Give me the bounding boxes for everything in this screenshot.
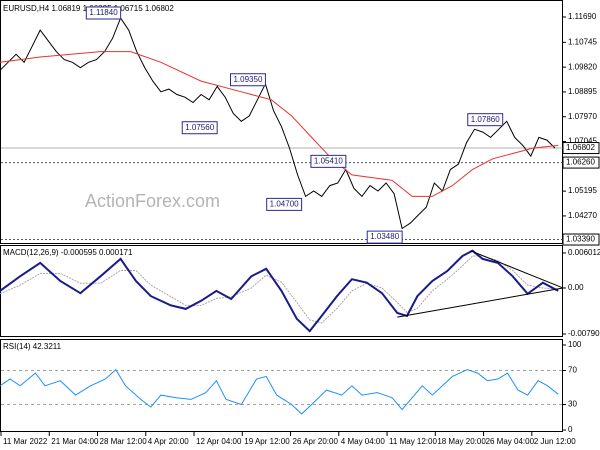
y-tick-label: 100 [568,340,582,349]
annotation-label: 1.05410 [314,156,343,165]
price-level-label: 1.06260 [566,158,595,167]
y-tick-label: 1.09820 [568,62,597,71]
x-tick-label: 28 Mar 12:00 [100,437,148,446]
x-tick-label: 19 Apr 12:00 [244,437,290,446]
rsi-pane [0,339,563,432]
x-tick-label: 2 Jun 12:00 [534,437,576,446]
y-tick-label: 0.00 [568,283,584,292]
price-pane [0,0,563,244]
y-tick-label: 70 [568,366,577,375]
y-tick-label: 1.04270 [568,211,597,220]
x-tick-label: 21 Mar 04:00 [51,437,99,446]
annotation-label: 1.09350 [233,75,262,84]
annotation-label: 1.03480 [370,232,399,241]
watermark: ActionForex.com [85,191,220,211]
annotation-box [310,154,347,168]
y-tick-label: 1.05195 [568,186,597,195]
y-tick-label: -0.007907 [568,329,600,338]
series-line [0,249,559,333]
y-tick-label: 1.08895 [568,87,597,96]
y-tick-label: 1.07045 [568,137,597,146]
annotation-label: 1.07860 [471,115,500,124]
annotation-box [181,121,218,135]
annotation-label: 1.11840 [89,8,118,17]
annotation-box [266,197,303,211]
annotation-label: 1.07560 [185,123,214,132]
annotation-label: 1.04700 [270,200,299,209]
x-tick-label: 18 May 20:00 [437,437,486,446]
series-line [0,368,559,415]
trendline [397,287,564,318]
y-tick-label: 0 [568,425,573,434]
y-tick-label: 0.006012 [568,248,600,257]
y-tick-label: 1.07970 [568,112,597,121]
y-tick-label: 1.11690 [568,12,597,21]
price-level-box [562,233,600,246]
series-line [0,17,556,230]
trendline [470,250,564,289]
x-tick-label: 12 Apr 04:00 [196,437,242,446]
pane-title: RSI(14) 42.3211 [3,342,62,351]
series-line [0,255,559,324]
annotation-box [467,113,504,127]
y-tick-label: 1.10745 [568,37,597,46]
y-tick-label: 30 [568,400,577,409]
annotation-box [366,230,403,244]
x-tick-label: 11 May 12:00 [389,437,437,446]
x-tick-label: 4 Apr 20:00 [148,437,189,446]
x-tick-label: 4 May 04:00 [341,437,386,446]
x-tick-label: 11 Mar 2022 [3,437,48,446]
annotation-box [229,73,266,87]
price-level-box [562,142,600,155]
price-level-label: 1.06802 [566,143,595,152]
pane-title: MACD(12,26,9) -0.000595 0.000171 [3,248,133,257]
x-tick-label: 26 Apr 20:00 [293,437,339,446]
x-tick-label: 26 May 04:00 [486,437,535,446]
annotation-box [85,6,122,20]
price-level-box [562,156,600,169]
price-level-label: 1.03390 [566,235,595,244]
